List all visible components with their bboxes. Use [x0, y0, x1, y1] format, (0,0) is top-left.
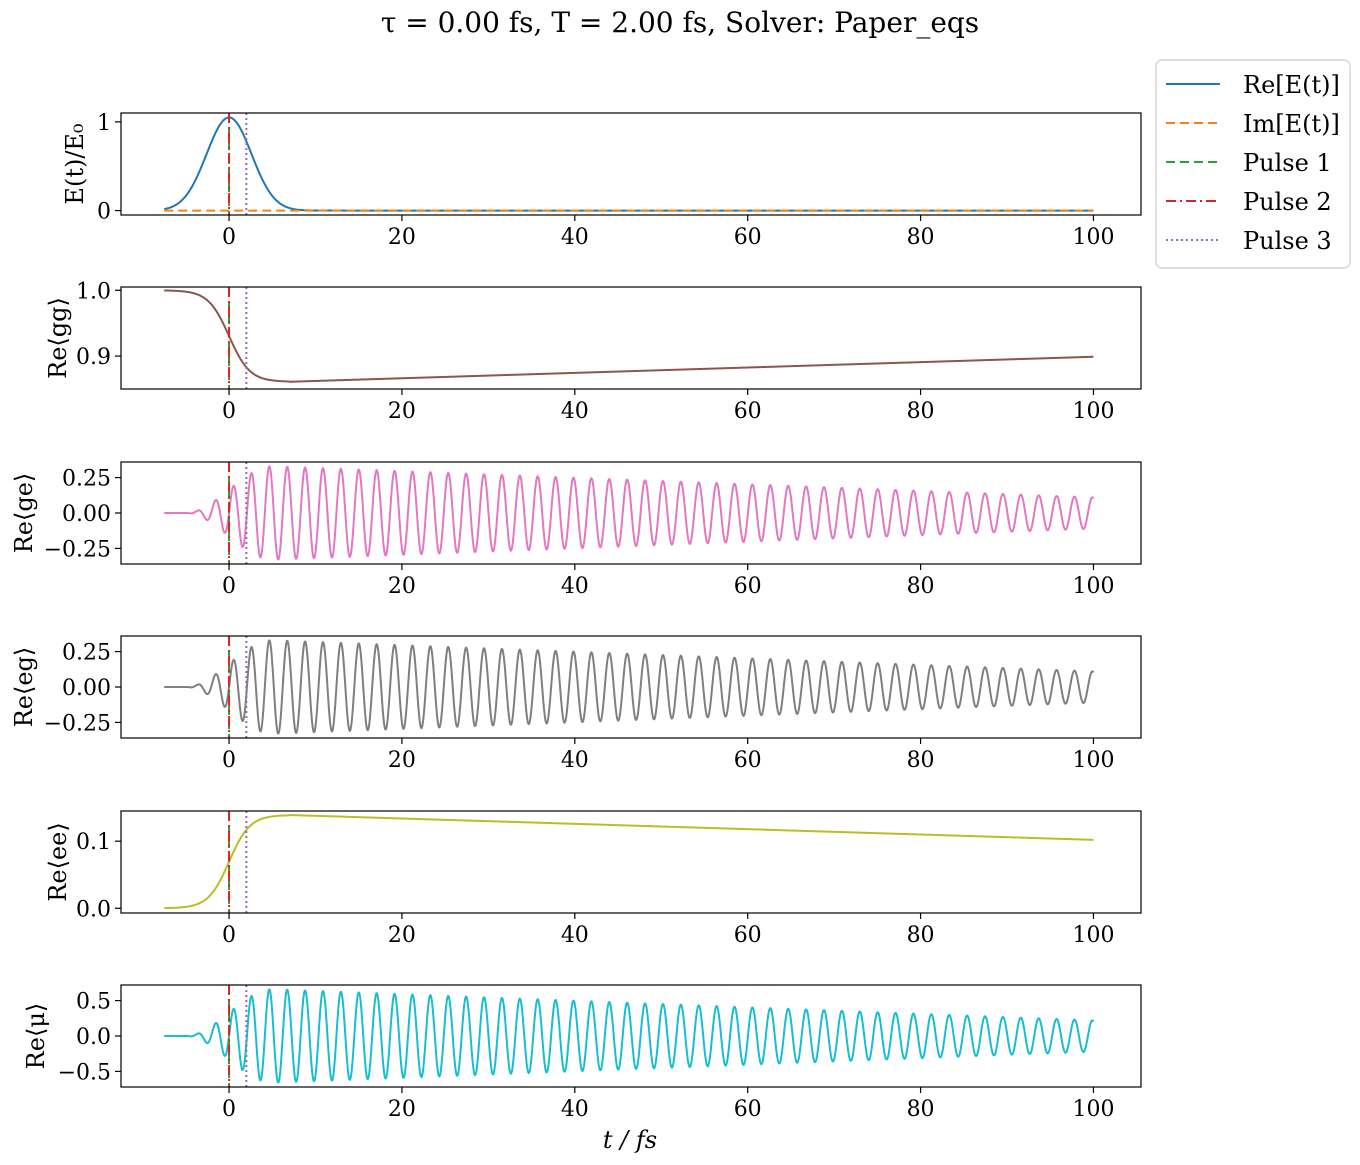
- x-tick-label: 0: [222, 399, 236, 424]
- x-tick-label: 80: [907, 748, 935, 773]
- series-line-rho_ee-0: [164, 814, 1094, 910]
- x-tick-label: 60: [734, 574, 762, 599]
- series-line-mu-0: [164, 988, 1095, 1084]
- y-axis-label: Re⟨μ⟩: [22, 1003, 50, 1070]
- x-tick-label: 20: [388, 574, 416, 599]
- legend-label-4: Pulse 2: [1243, 188, 1332, 216]
- y-tick-label: 0.00: [62, 502, 111, 527]
- series-line-field-0: [164, 116, 1094, 212]
- y-tick-label: 0: [97, 200, 111, 225]
- legend-label-1: Re[E(t)]: [1243, 71, 1340, 99]
- series-line-rho_ge-0: [164, 465, 1095, 561]
- y-tick-label: −0.25: [44, 537, 111, 562]
- y-tick-label: −0.5: [58, 1060, 111, 1085]
- x-tick-label: 80: [907, 923, 935, 948]
- x-tick-label: 100: [1072, 399, 1114, 424]
- y-tick-label: 0.25: [62, 467, 111, 492]
- x-tick-label: 0: [222, 923, 236, 948]
- legend-label-5: Pulse 3: [1243, 227, 1332, 255]
- y-axis-label: Re⟨ge⟩: [10, 473, 38, 554]
- legend-label-2: Im[E(t)]: [1243, 110, 1340, 138]
- y-tick-label: 1: [97, 111, 111, 136]
- x-tick-label: 20: [388, 225, 416, 250]
- y-tick-label: −0.25: [44, 711, 111, 736]
- panel-rho_ee: 0 20 40 60 80 100 0.0 0.1Re⟨ee⟩: [44, 810, 1142, 948]
- y-tick-label: 0.1: [76, 830, 111, 855]
- legend-box: [1155, 59, 1351, 269]
- y-tick-label: 0.0: [76, 897, 111, 922]
- x-tick-label: 40: [561, 399, 589, 424]
- y-tick-label: 0.9: [76, 345, 111, 370]
- x-tick-label: 20: [388, 923, 416, 948]
- y-tick-label: 0.0: [76, 1025, 111, 1050]
- x-tick-label: 100: [1072, 574, 1114, 599]
- y-axis-label: Re⟨eg⟩: [10, 647, 38, 728]
- x-tick-label: 100: [1072, 748, 1114, 773]
- panel-mu: 0 20 40 60 80 100 −0.5 0.0 0.5 Re⟨μ⟩: [22, 984, 1142, 1122]
- x-tick-label: 0: [222, 225, 236, 250]
- axes-frame: [120, 112, 1142, 216]
- series-line-rho_gg-0: [164, 289, 1094, 383]
- axes-frame: [120, 286, 1142, 390]
- y-axis-label: E(t)/E₀: [61, 123, 89, 204]
- legend-label-3: Pulse 1: [1243, 149, 1332, 177]
- legend: Re[E(t)] Im[E(t)] Pulse 1 Pulse 2 Pulse 3: [1155, 59, 1351, 269]
- x-tick-label: 60: [734, 923, 762, 948]
- x-tick-label: 100: [1072, 225, 1114, 250]
- panel-rho_eg: 0 20 40 60 80 100 −0.25 0.00 0.25 Re⟨eg⟩: [10, 635, 1142, 773]
- x-tick-label: 0: [222, 574, 236, 599]
- x-tick-label: 80: [907, 399, 935, 424]
- y-axis-label: Re⟨gg⟩: [44, 297, 72, 379]
- y-tick-label: 0.25: [62, 641, 111, 666]
- x-tick-label: 80: [907, 225, 935, 250]
- x-tick-label: 40: [561, 748, 589, 773]
- x-tick-label: 80: [907, 1097, 935, 1122]
- axes-frame: [120, 810, 1142, 914]
- y-tick-label: 0.00: [62, 676, 111, 701]
- x-tick-label: 20: [388, 399, 416, 424]
- x-tick-label: 40: [561, 923, 589, 948]
- x-tick-label: 80: [907, 574, 935, 599]
- y-tick-label: 0.5: [76, 990, 111, 1015]
- x-tick-label: 0: [222, 1097, 236, 1122]
- x-tick-label: 0: [222, 748, 236, 773]
- x-tick-label: 60: [734, 399, 762, 424]
- x-tick-label: 100: [1072, 1097, 1114, 1122]
- panel-field: 0 20 40 60 80 100 0 1 E(t)/E₀: [61, 111, 1142, 250]
- x-tick-label: 60: [734, 225, 762, 250]
- x-axis-label: t / fs: [603, 1126, 657, 1154]
- x-tick-label: 60: [734, 1097, 762, 1122]
- y-axis-label: Re⟨ee⟩: [44, 822, 72, 901]
- y-tick-label: 1.0: [76, 279, 111, 304]
- panel-rho_ge: 0 20 40 60 80 100 −0.25 0.00 0.25 Re⟨ge⟩: [10, 461, 1142, 599]
- x-tick-label: 40: [561, 1097, 589, 1122]
- x-tick-label: 40: [561, 574, 589, 599]
- figure-title: τ = 0.00 fs, T = 2.00 fs, Solver: Paper_…: [381, 6, 979, 39]
- series-line-rho_eg-0: [164, 639, 1095, 735]
- x-tick-label: 40: [561, 225, 589, 250]
- x-tick-label: 20: [388, 748, 416, 773]
- panel-rho_gg: 0 20 40 60 80 100 0.9 1.0Re⟨gg⟩: [44, 279, 1142, 424]
- x-tick-label: 20: [388, 1097, 416, 1122]
- x-tick-label: 60: [734, 748, 762, 773]
- x-tick-label: 100: [1072, 923, 1114, 948]
